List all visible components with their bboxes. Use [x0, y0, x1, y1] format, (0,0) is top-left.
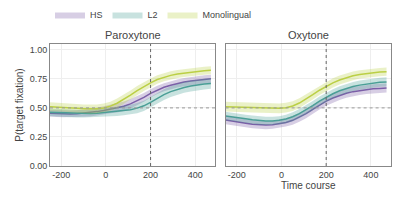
svg-text:Time course: Time course — [281, 180, 336, 191]
svg-text:Oxytone: Oxytone — [288, 29, 329, 41]
svg-text:Monolingual: Monolingual — [203, 10, 252, 20]
svg-text:Paroxytone: Paroxytone — [105, 29, 161, 41]
svg-text:200: 200 — [319, 170, 334, 180]
svg-text:-200: -200 — [228, 170, 246, 180]
svg-text:0.75: 0.75 — [30, 74, 48, 84]
svg-text:400: 400 — [188, 170, 203, 180]
svg-text:1.00: 1.00 — [30, 45, 48, 55]
svg-text:P(target fixation): P(target fixation) — [14, 68, 25, 141]
svg-text:400: 400 — [363, 170, 378, 180]
svg-text:0.25: 0.25 — [30, 132, 48, 142]
svg-text:0: 0 — [279, 170, 284, 180]
svg-text:0.50: 0.50 — [30, 103, 48, 113]
svg-text:0.00: 0.00 — [30, 161, 48, 171]
svg-text:HS: HS — [90, 10, 103, 20]
svg-text:-200: -200 — [52, 170, 70, 180]
svg-text:0: 0 — [103, 170, 108, 180]
svg-text:L2: L2 — [148, 10, 158, 20]
svg-text:200: 200 — [143, 170, 158, 180]
